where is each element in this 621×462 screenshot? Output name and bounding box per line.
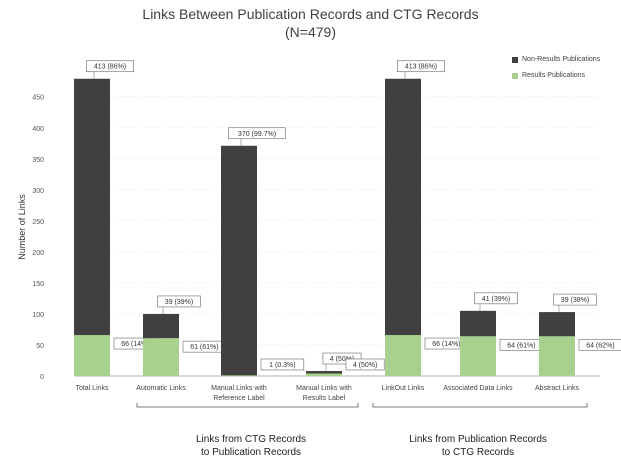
data-label-results: 4 (50%) — [353, 362, 378, 369]
y-tick-label: 100 — [32, 312, 44, 319]
data-label-non-results: 413 (86%) — [405, 64, 437, 71]
y-tick-label: 250 — [32, 219, 44, 226]
data-label-non-results-box — [228, 127, 286, 140]
bar-results — [539, 336, 575, 376]
y-tick-label: 200 — [32, 250, 44, 257]
data-label-non-results-box — [396, 60, 445, 73]
bar-results — [74, 335, 110, 376]
bar-results — [385, 335, 421, 376]
data-label-non-results: 413 (86%) — [94, 64, 126, 71]
data-label-non-results: 41 (39%) — [482, 296, 510, 303]
data-label-non-results: 39 (39%) — [165, 299, 193, 306]
data-label-results: 66 (14%) — [432, 341, 460, 348]
legend-swatch-non-results — [512, 56, 518, 63]
chart-subtitle: (N=479) — [285, 24, 336, 40]
bar-non-results — [306, 371, 342, 374]
y-tick-label: 0 — [40, 374, 44, 381]
x-tick-label: Total Links — [75, 385, 109, 392]
data-label-results-box — [578, 338, 621, 351]
legend-item-results: Results Publications — [512, 72, 585, 79]
data-label-non-results-box — [553, 293, 597, 306]
data-label-non-results-box — [474, 292, 518, 305]
x-tick-label: Automatic Links — [136, 385, 186, 392]
y-tick-label: 50 — [36, 343, 44, 350]
bar-results — [460, 336, 496, 376]
x-tick-label: Abstract Links — [535, 385, 579, 392]
group-bracket-pub-to-ctg — [372, 403, 588, 408]
y-tick-label: 300 — [32, 188, 44, 195]
bar-results — [306, 373, 342, 376]
group-label-ctg-to-pub-line1: Links from CTG Records — [195, 434, 307, 445]
data-label-results: 64 (61%) — [507, 342, 535, 349]
y-tick-label: 450 — [32, 95, 44, 102]
data-label-non-results: 370 (99.7%) — [238, 131, 276, 138]
chart-title: Links Between Publication Records and CT… — [142, 6, 479, 22]
data-label-results-box — [260, 358, 305, 371]
data-label-non-results-box — [157, 295, 201, 308]
data-label-non-results-box — [322, 352, 362, 365]
data-label-results: 1 (0.3%) — [269, 362, 295, 369]
group-label-pub-to-ctg-line2: to CTG Records — [441, 447, 515, 458]
legend-item-non-results: Non-Results Publications — [512, 56, 600, 63]
legend-swatch-results — [512, 72, 518, 79]
group-bracket-ctg-to-pub — [136, 403, 359, 408]
bar-non-results — [221, 145, 257, 376]
data-label-results: 66 (14%) — [121, 341, 149, 348]
legend-label-non-results: Non-Results Publications — [522, 56, 601, 63]
y-tick-label: 400 — [32, 126, 44, 133]
x-tick-label: LinkOut Links — [382, 385, 425, 392]
x-tick-label: Reference Label — [213, 395, 265, 402]
bar-non-results — [385, 78, 421, 336]
y-tick-label: 150 — [32, 281, 44, 288]
bar-non-results — [143, 313, 179, 339]
x-tick-label: Associated Data Links — [443, 385, 513, 392]
bar-non-results — [539, 312, 575, 337]
bar-non-results — [74, 78, 110, 336]
group-label-ctg-to-pub: Links from CTG Records to Publication Re… — [161, 433, 341, 459]
x-tick-label: Manual Links with — [211, 385, 267, 392]
group-label-pub-to-ctg-line1: Links from Publication Records — [409, 434, 547, 445]
x-tick-label: Manual Links with — [296, 385, 352, 392]
data-label-non-results-box — [86, 60, 135, 73]
data-label-non-results: 4 (50%) — [330, 356, 355, 363]
data-label-non-results: 39 (38%) — [561, 297, 589, 304]
y-tick-label: 350 — [32, 157, 44, 164]
data-label-results-box — [345, 358, 385, 371]
data-label-results: 64 (62%) — [586, 342, 614, 349]
bar-non-results — [460, 310, 496, 337]
bar-results — [143, 338, 179, 376]
bar-results — [221, 375, 257, 376]
legend-label-results: Results Publications — [522, 72, 586, 79]
data-label-results: 61 (61%) — [190, 344, 218, 351]
group-label-ctg-to-pub-line2: to Publication Records — [200, 447, 302, 458]
x-tick-label: Results Label — [303, 395, 346, 402]
group-label-pub-to-ctg: Links from Publication Records to CTG Re… — [388, 433, 568, 459]
